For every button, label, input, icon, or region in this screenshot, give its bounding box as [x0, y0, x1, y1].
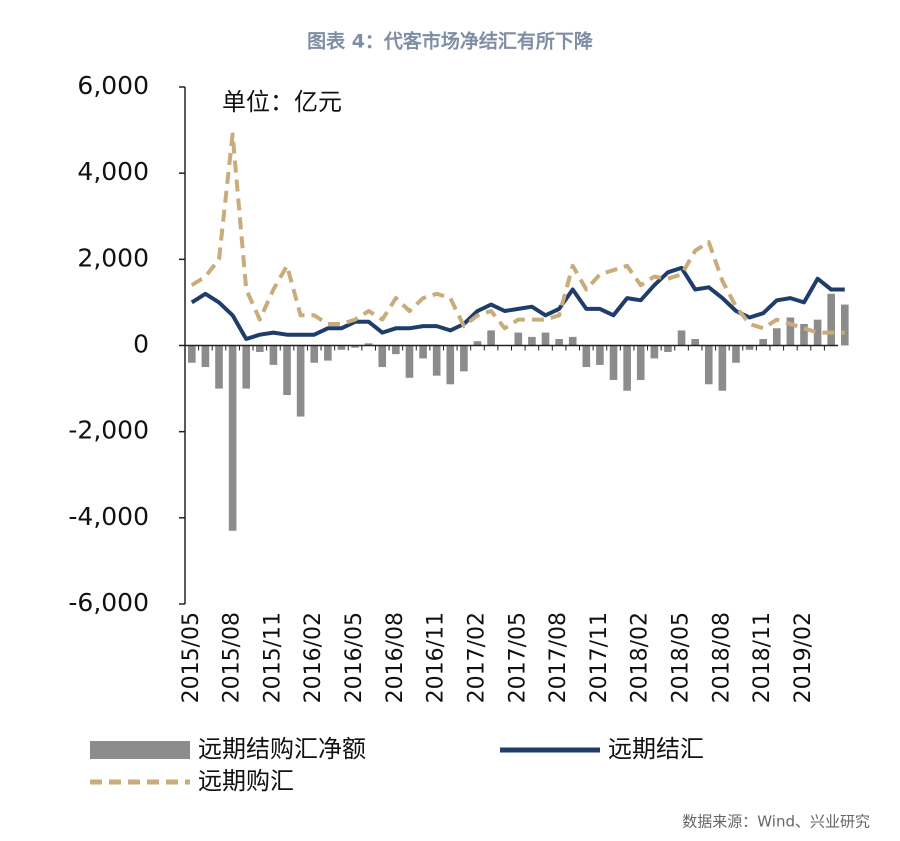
bar [242, 345, 251, 389]
bar [691, 339, 699, 346]
bar [283, 345, 291, 396]
bar [623, 345, 631, 391]
y-tick-label: 0 [133, 330, 149, 359]
bar [555, 339, 563, 346]
y-tick-label: 4,000 [77, 157, 149, 186]
chart-title: 图表 4：代客市场净结汇有所下降 [307, 30, 594, 53]
bar [378, 345, 387, 368]
bar [718, 345, 727, 391]
bar [310, 345, 319, 363]
bar [364, 343, 373, 346]
bar [568, 336, 577, 346]
legend-item: 远期结购汇净额 [90, 735, 366, 763]
y-tick-label: -6,000 [68, 588, 149, 617]
y-tick-label: -2,000 [68, 416, 149, 445]
x-tick-label: 2015/05 [179, 612, 204, 703]
y-tick-label: 6,000 [77, 71, 149, 100]
x-tick-label: 2016/08 [383, 612, 408, 703]
line-series [190, 265, 845, 341]
bar [541, 332, 550, 346]
bar [405, 345, 414, 378]
bar [596, 345, 604, 365]
y-tick-label: 2,000 [77, 243, 149, 272]
bar [840, 304, 849, 346]
bar [786, 317, 795, 346]
x-tick-label: 2016/02 [301, 612, 326, 703]
legend-swatch [90, 741, 190, 759]
x-tick-label: 2015/08 [220, 612, 245, 703]
unit-note: 单位：亿元 [222, 88, 342, 116]
bar [650, 345, 659, 359]
bar [827, 293, 836, 346]
bar [582, 345, 591, 368]
bar [487, 330, 495, 346]
bar [772, 328, 781, 346]
x-tick-label: 2017/02 [464, 612, 489, 703]
bar [664, 345, 672, 352]
bar [609, 345, 618, 380]
bar [324, 345, 332, 361]
bar [187, 345, 196, 363]
bar [392, 345, 400, 355]
x-tick-label: 2016/05 [342, 612, 367, 703]
bar [460, 345, 468, 372]
bar [201, 345, 210, 368]
bar [528, 336, 536, 346]
bar [215, 345, 223, 389]
x-tick-label: 2016/11 [424, 612, 449, 703]
bar [677, 330, 686, 346]
x-tick-label: 2018/05 [669, 612, 694, 703]
bar [704, 345, 713, 385]
bar [446, 345, 455, 385]
bar [269, 345, 278, 365]
bar [636, 345, 645, 380]
bar [351, 345, 359, 348]
x-tick-label: 2017/11 [587, 612, 612, 703]
legend-label: 远期购汇 [198, 767, 294, 795]
x-tick-label: 2018/02 [628, 612, 653, 703]
y-tick-label: -4,000 [68, 502, 149, 531]
bar [419, 345, 427, 359]
bar [759, 339, 767, 346]
bar [337, 345, 346, 350]
x-tick-label: 2018/08 [709, 612, 734, 703]
legend-label: 远期结购汇净额 [198, 735, 366, 763]
bar [514, 332, 523, 346]
bar [813, 319, 822, 346]
legend-item: 远期购汇 [90, 767, 294, 795]
x-tick-label: 2018/11 [750, 612, 775, 703]
legend-label: 远期结汇 [608, 735, 704, 763]
bar [732, 345, 740, 363]
bar [473, 341, 482, 346]
source-note: 数据来源：Wind、兴业研究 [682, 813, 870, 831]
bar [228, 345, 237, 531]
bar [432, 345, 441, 376]
line-series [190, 132, 845, 335]
bar [256, 345, 264, 352]
legend-item: 远期结汇 [500, 735, 704, 763]
bar [296, 345, 305, 417]
x-tick-label: 2017/08 [546, 612, 571, 703]
bar [800, 323, 808, 346]
x-tick-label: 2015/11 [260, 612, 285, 703]
bar [745, 345, 754, 350]
x-tick-label: 2017/05 [505, 612, 530, 703]
x-tick-label: 2019/02 [791, 612, 816, 703]
